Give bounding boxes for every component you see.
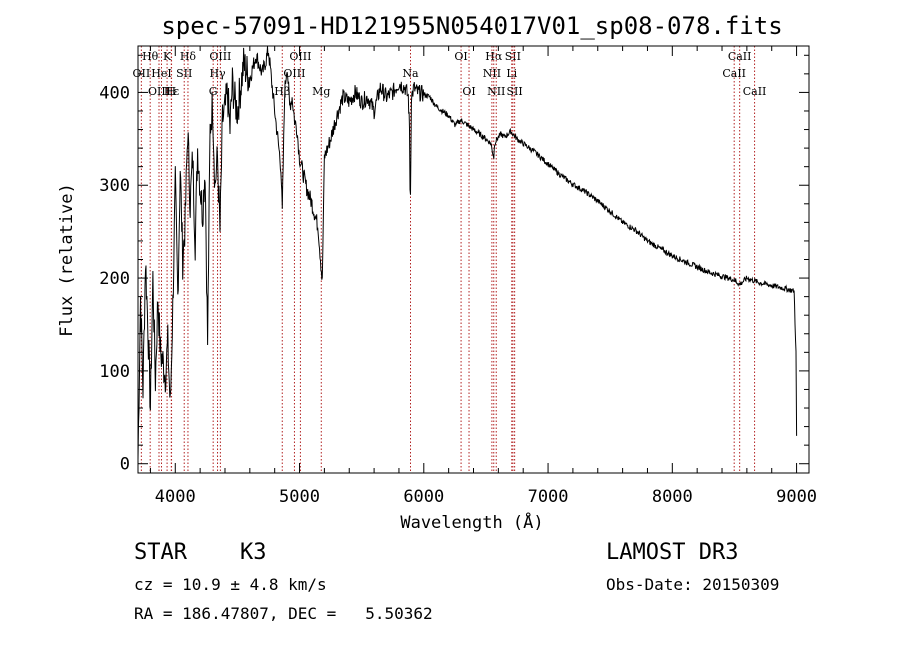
spectral-line-label: OI [462, 85, 475, 98]
spectral-line-label: H [167, 85, 177, 98]
spectral-line-label: Mg [312, 85, 330, 98]
spectral-line-label: CaII [728, 50, 752, 63]
x-tick-label: 8000 [652, 487, 693, 507]
survey-name: LAMOST DR3 [606, 540, 739, 565]
spectral-line-label: NII [483, 67, 501, 80]
x-tick-label: 9000 [776, 487, 817, 507]
y-axis-label: Flux (relative) [57, 183, 77, 337]
y-tick-label: 400 [99, 83, 130, 103]
spectral-line-label: SII [505, 50, 521, 63]
spectrum-series [137, 46, 798, 460]
spectral-line-label: Hδ [180, 50, 197, 63]
spectral-line-label: Hβ [274, 85, 290, 98]
spectral-line-label: SII [507, 85, 523, 98]
y-tick-label: 300 [99, 176, 130, 196]
spectral-line-label: Hγ [209, 67, 226, 80]
spectral-line-label: CaII [743, 85, 767, 98]
coordinates-text: RA = 186.47807, DEC = 5.50362 [134, 604, 433, 623]
obs-date: Obs-Date: 20150309 [606, 575, 780, 594]
spectral-line-label: Na [402, 67, 419, 80]
x-tick-label: 6000 [403, 487, 444, 507]
object-class: STAR [134, 540, 187, 565]
redshift-text: cz = 10.9 ± 4.8 km/s [134, 575, 327, 594]
spectral-line-label: Li [506, 67, 517, 80]
spectral-line-label: NII [487, 85, 505, 98]
spectral-line-label: G [209, 85, 218, 98]
spectral-line-label: HeI [151, 67, 171, 80]
y-tick-label: 100 [99, 362, 130, 382]
y-axis: 0 100 200 300 400 [99, 54, 809, 475]
x-tick-label: 7000 [528, 487, 569, 507]
chart-title: spec-57091-HD121955N054017V01_sp08-078.f… [161, 12, 782, 40]
spectral-line-label: OIII [289, 50, 311, 63]
y-tick-label: 200 [99, 269, 130, 289]
y-tick-label: 0 [120, 455, 130, 475]
spectral-line-label: K [163, 50, 172, 63]
x-axis-label: Wavelength (Å) [400, 511, 543, 533]
spectral-line-label: Hθ [142, 50, 159, 63]
spectral-line-label: CaII [722, 67, 746, 80]
object-subclass: K3 [240, 540, 267, 565]
spectral-line-label: Hα [485, 50, 503, 63]
spectral-line-label: OIII [209, 50, 231, 63]
spectral-line-label: SII [176, 67, 192, 80]
spectral-line-label: OIII [283, 67, 305, 80]
spectral-line-label: OI [454, 50, 467, 63]
x-axis: 4000 5000 6000 7000 8000 9000 [149, 46, 817, 507]
x-tick-label: 5000 [279, 487, 320, 507]
spectral-line-label: OIII [148, 85, 170, 98]
spectrum-line [137, 46, 798, 460]
x-tick-label: 4000 [155, 487, 196, 507]
